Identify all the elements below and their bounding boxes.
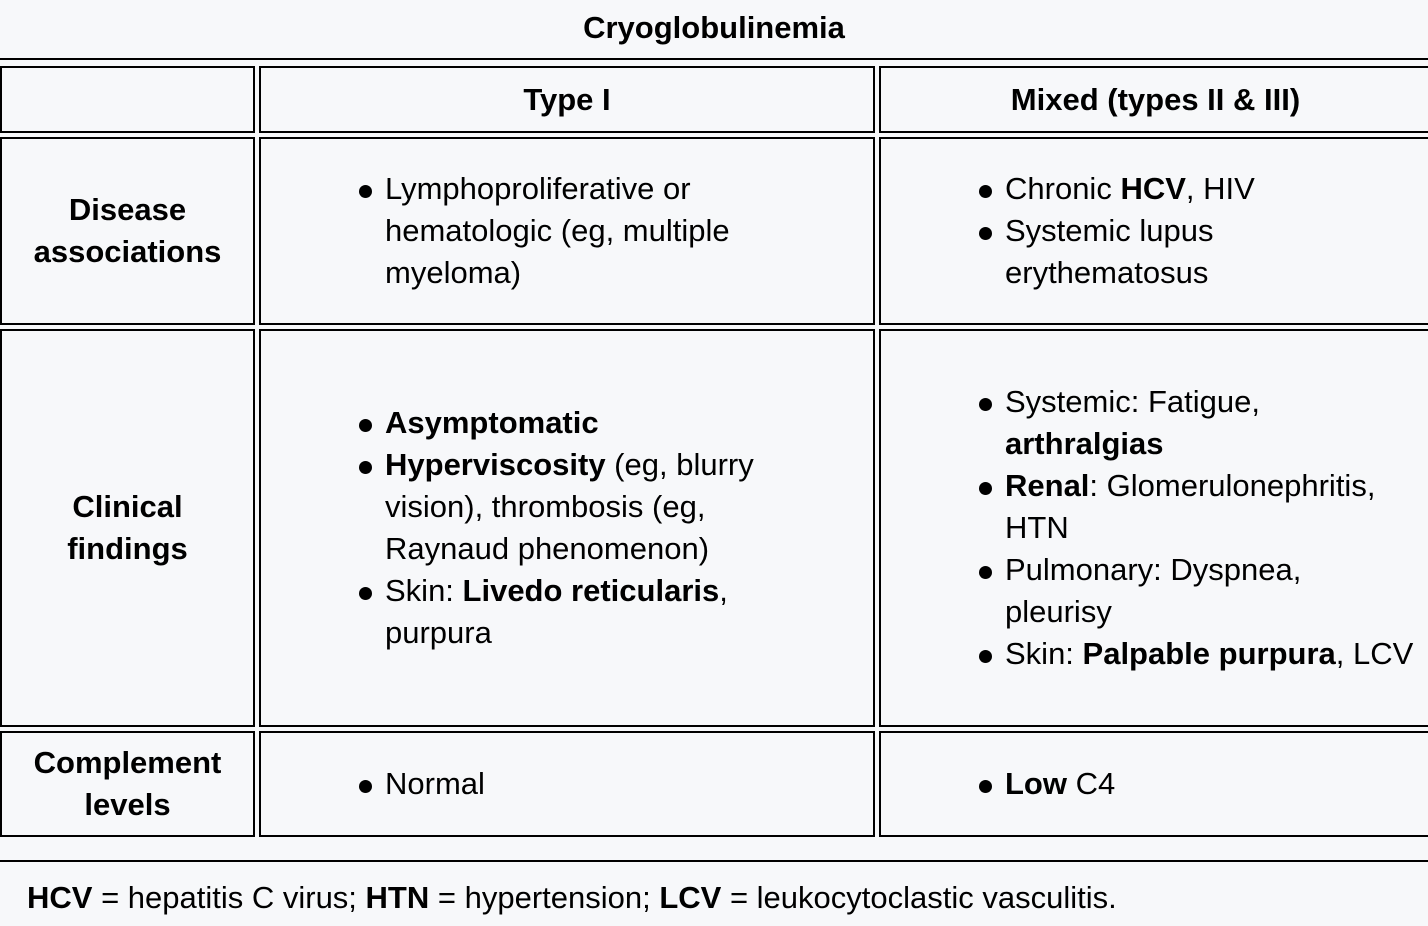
bullet-icon <box>979 650 992 663</box>
item-text: : Glomerulonephritis, HTN <box>1005 468 1376 545</box>
table-row-disease-associations: Disease associations Lymphoproliferative… <box>0 137 1428 325</box>
item-text: Chronic <box>1005 171 1121 206</box>
bullet-icon <box>979 566 992 579</box>
abbreviation-definition: = hypertension; <box>429 880 660 915</box>
bullet-list-clinical-mixed: Systemic: Fatigue, arthralgias Renal: Glo… <box>979 381 1414 675</box>
item-text: Skin: <box>1005 636 1083 671</box>
emphasized-text: Renal <box>1005 468 1090 503</box>
list-item: Systemic: Fatigue, arthralgias <box>979 381 1414 465</box>
abbreviation-definition: = hepatitis C virus; <box>92 880 366 915</box>
row-label-clinical-findings: Clinical findings <box>0 329 255 727</box>
item-text: C4 <box>1067 766 1116 801</box>
header-row: Type I Mixed (types II & III) <box>0 66 1428 133</box>
emphasized-text: HCV <box>1120 171 1186 206</box>
bullet-list-complement-type-1: Normal <box>359 763 833 805</box>
bullet-icon <box>359 780 372 793</box>
item-text: , purpura <box>385 573 728 650</box>
list-item: Systemic lupus erythematosus <box>979 210 1414 294</box>
table-row-clinical-findings: Clinical findings Asymptomatic Hypervisco… <box>0 329 1428 727</box>
title-divider <box>0 58 1428 60</box>
item-text: Systemic lupus erythematosus <box>1005 213 1214 290</box>
item-text: , LCV <box>1335 636 1414 671</box>
list-item: Skin: Livedo reticularis, purpura <box>359 570 833 654</box>
row-label-line: levels <box>84 787 171 822</box>
row-label-line: findings <box>67 531 188 566</box>
bullet-list-disease-mixed: Chronic HCV, HIV Systemic lupus erythemat… <box>979 168 1414 294</box>
emphasized-text: arthralgias <box>1005 426 1164 461</box>
list-item: Pulmonary: Dyspnea, pleurisy <box>979 549 1414 633</box>
emphasized-text: Livedo reticularis <box>462 573 720 608</box>
item-text: (eg, blurry vision), thrombosis (eg, Ray… <box>385 447 754 566</box>
list-item: Renal: Glomerulonephritis, HTN <box>979 465 1414 549</box>
item-text: , HIV <box>1185 171 1255 206</box>
cell-clinical-mixed: Systemic: Fatigue, arthralgias Renal: Glo… <box>879 329 1428 727</box>
list-item: Normal <box>359 763 833 805</box>
footnote-divider <box>0 860 1428 862</box>
row-label-complement-levels: Complement levels <box>0 731 255 837</box>
emphasized-text: Palpable purpura <box>1082 636 1336 671</box>
list-item: Asymptomatic <box>359 402 833 444</box>
cell-complement-mixed: Low C4 <box>879 731 1428 837</box>
bullet-list-complement-mixed: Low C4 <box>979 763 1414 805</box>
bullet-icon <box>979 227 992 240</box>
list-item: Hyperviscosity (eg, blurry vision), thro… <box>359 444 833 570</box>
list-item: Lymphoproliferative or hematologic (eg, … <box>359 168 833 294</box>
list-item: Low C4 <box>979 763 1414 805</box>
abbreviation-term: LCV <box>659 880 722 915</box>
bullet-icon <box>359 461 372 474</box>
cryoglobulinemia-table: Type I Mixed (types II & III) Disease as… <box>0 62 1428 841</box>
list-item: Chronic HCV, HIV <box>979 168 1414 210</box>
list-item: Skin: Palpable purpura, LCV <box>979 633 1414 675</box>
bullet-list-disease-type-1: Lymphoproliferative or hematologic (eg, … <box>359 168 833 294</box>
footnote: HCV = hepatitis C virus; HTN = hypertens… <box>27 876 1117 920</box>
row-label-disease-associations: Disease associations <box>0 137 255 325</box>
abbreviation-definition: = leukocytoclastic vasculitis. <box>721 880 1117 915</box>
page-title: Cryoglobulinemia <box>583 10 845 45</box>
cell-clinical-type-1: Asymptomatic Hyperviscosity (eg, blurry v… <box>259 329 875 727</box>
bullet-icon <box>359 419 372 432</box>
bullet-icon <box>979 482 992 495</box>
cell-disease-mixed: Chronic HCV, HIV Systemic lupus erythemat… <box>879 137 1428 325</box>
item-text: Pulmonary: Dyspnea, pleurisy <box>1005 552 1302 629</box>
bullet-icon <box>979 780 992 793</box>
header-empty-cell <box>0 66 255 133</box>
table-row-complement-levels: Complement levels Normal Low C4 <box>0 731 1428 837</box>
emphasized-text: Low <box>1005 766 1067 801</box>
row-label-line: associations <box>33 234 222 269</box>
item-text: Normal <box>385 766 485 801</box>
item-text: Skin: <box>385 573 463 608</box>
row-label-line: Complement <box>33 745 222 780</box>
bullet-icon <box>359 185 372 198</box>
abbreviation-term: HCV <box>27 880 93 915</box>
header-type-1: Type I <box>259 66 875 133</box>
header-mixed: Mixed (types II & III) <box>879 66 1428 133</box>
cell-complement-type-1: Normal <box>259 731 875 837</box>
bullet-icon <box>359 587 372 600</box>
item-text: Systemic: Fatigue, <box>1005 384 1260 419</box>
bullet-icon <box>979 398 992 411</box>
cell-disease-type-1: Lymphoproliferative or hematologic (eg, … <box>259 137 875 325</box>
emphasized-text: Asymptomatic <box>385 405 599 440</box>
bullet-list-clinical-type-1: Asymptomatic Hyperviscosity (eg, blurry v… <box>359 402 833 654</box>
abbreviation-term: HTN <box>365 880 430 915</box>
emphasized-text: Hyperviscosity <box>385 447 606 482</box>
item-text: Lymphoproliferative or hematologic (eg, … <box>385 171 730 290</box>
bullet-icon <box>979 185 992 198</box>
row-label-line: Clinical <box>72 489 183 524</box>
row-label-line: Disease <box>68 192 187 227</box>
